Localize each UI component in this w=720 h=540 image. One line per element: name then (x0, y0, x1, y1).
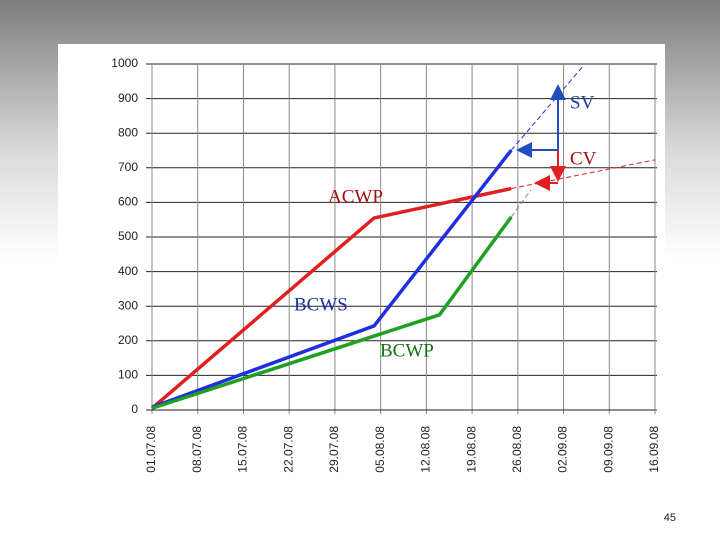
marks: ACWP BCWS BCWP (150, 65, 656, 410)
y-tick-label: 400 (118, 264, 138, 278)
x-tick-label: 19.08.08 (464, 426, 478, 473)
projection-line (510, 65, 584, 151)
x-tick-label: 16.09.08 (647, 426, 661, 473)
projection-line (510, 189, 532, 218)
y-tick-label: 300 (118, 298, 138, 312)
y-tick-label: 600 (118, 195, 138, 209)
x-tick-label: 29.07.08 (327, 426, 341, 473)
x-tick-label: 26.08.08 (510, 426, 524, 473)
series-line (151, 149, 513, 409)
y-tick-label: 0 (131, 402, 138, 416)
y-tick-label: 1000 (111, 56, 138, 70)
grid: 0 100 200 300 400 500 600 700 800 900 1000 01.07.08… (111, 56, 661, 473)
x-tick-label: 08.07.08 (190, 426, 204, 473)
y-tick-label: 200 (118, 333, 138, 347)
sv-label: SV (570, 92, 595, 113)
x-tick-label: 12.08.08 (419, 426, 433, 473)
y-tick-label: 900 (118, 91, 138, 105)
y-tick-label: 500 (118, 229, 138, 243)
y-tick-label: 800 (118, 125, 138, 139)
x-tick-label: 05.08.08 (373, 426, 387, 473)
page-number: 45 (664, 512, 676, 524)
x-tick-label: 22.07.08 (281, 426, 295, 473)
series-label: BCWS (294, 294, 348, 315)
cv-label: CV (570, 148, 597, 169)
y-tick-label: 700 (118, 160, 138, 174)
series-line (151, 215, 513, 410)
y-tick-label: 100 (118, 368, 138, 382)
x-tick-label: 02.09.08 (556, 426, 570, 473)
series-line (150, 186, 512, 410)
x-tick-label: 01.07.08 (144, 426, 158, 473)
x-tick-label: 15.07.08 (236, 426, 250, 473)
series-label: BCWP (380, 340, 434, 361)
x-tick-label: 09.09.08 (601, 426, 615, 473)
series-label: ACWP (328, 186, 383, 207)
